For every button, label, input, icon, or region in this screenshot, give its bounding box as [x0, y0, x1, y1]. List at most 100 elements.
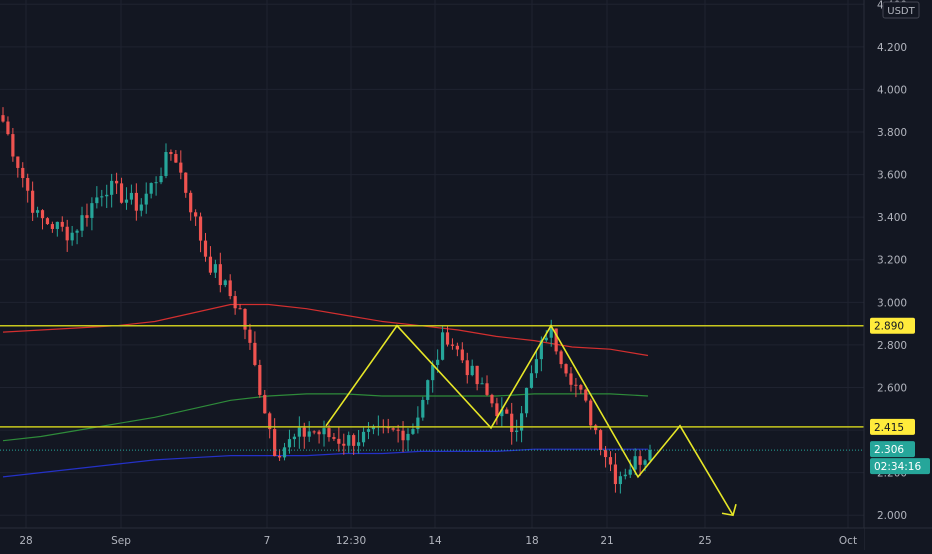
- candle-body: [391, 428, 395, 430]
- candle-body: [26, 178, 30, 191]
- candle-body: [584, 389, 588, 401]
- candle-body: [426, 380, 430, 400]
- candle-body: [194, 212, 198, 217]
- price-tick-label: 3.400: [877, 212, 907, 224]
- price-tick-label: 2.000: [877, 510, 907, 522]
- price-badges: 2.890 2.415 2.306 02:34:16: [870, 317, 930, 475]
- candle-body: [411, 429, 415, 434]
- candle-body: [268, 413, 272, 430]
- candle-body: [198, 216, 203, 241]
- candle-body: [45, 218, 50, 225]
- candle-body: [149, 183, 153, 194]
- moving-average-line: [2, 393, 649, 442]
- time-tick-label: 21: [600, 535, 613, 547]
- candle-body: [599, 430, 603, 451]
- candle-body: [287, 439, 292, 448]
- candle-body: [35, 210, 40, 213]
- candle-body: [396, 429, 400, 431]
- candle-body: [119, 183, 124, 203]
- candle-body: [505, 409, 509, 414]
- candle-body: [524, 387, 529, 414]
- candle-body: [129, 192, 134, 200]
- candle-body: [90, 203, 94, 218]
- time-axis-ticks: 28 Sep 7 12:30 14 18 21 25 Oct: [19, 535, 857, 547]
- candle-body: [485, 383, 489, 395]
- candle-body: [436, 359, 440, 365]
- candle-body: [238, 308, 242, 310]
- candle-body: [277, 456, 282, 458]
- candle-body: [440, 332, 445, 360]
- candle-body: [253, 342, 257, 365]
- candle-body: [228, 280, 232, 297]
- candle-body: [233, 296, 237, 309]
- time-tick-label: 7: [264, 535, 271, 547]
- candle-body: [564, 364, 568, 374]
- candle-body: [544, 337, 548, 341]
- candle-body: [317, 431, 321, 435]
- candle-body: [470, 365, 474, 376]
- candle-body: [455, 345, 459, 350]
- candle-body: [282, 447, 287, 458]
- price-tick-label: 3.600: [877, 170, 907, 182]
- candle-body: [75, 230, 79, 233]
- level-badge-bg: [870, 418, 915, 435]
- time-tick-label: 25: [698, 535, 711, 547]
- candle-body: [554, 328, 558, 352]
- time-tick-label: 12:30: [336, 535, 366, 547]
- candle-body: [208, 256, 213, 273]
- candle-body: [475, 365, 479, 385]
- level-badge: 2.890: [874, 321, 904, 333]
- candle-body: [421, 399, 425, 418]
- candle-body: [184, 172, 188, 193]
- candle-body: [203, 240, 208, 257]
- candle-body: [594, 425, 598, 431]
- candle-body: [342, 443, 346, 446]
- candle-body: [628, 469, 632, 475]
- candle-body: [139, 204, 143, 211]
- candle-body: [574, 384, 578, 386]
- candle-body: [50, 224, 54, 229]
- currency-label: USDT: [887, 6, 915, 17]
- currency-badge[interactable]: [882, 1, 920, 19]
- candle-body: [500, 409, 504, 417]
- time-axis-background[interactable]: [0, 528, 864, 550]
- price-levels[interactable]: [0, 325, 864, 451]
- candle-body: [169, 152, 173, 155]
- candle-body: [623, 474, 627, 477]
- price-tick-label: 3.200: [877, 255, 907, 267]
- candle-body: [445, 332, 450, 345]
- time-tick-label: Sep: [111, 535, 131, 547]
- candle-body: [159, 175, 163, 183]
- pattern-drawing[interactable]: [325, 324, 737, 517]
- candle-body: [124, 199, 129, 203]
- candle-body: [633, 456, 637, 470]
- candle-body: [80, 215, 84, 231]
- moving-average-line: [2, 448, 648, 478]
- candle-body: [515, 430, 519, 432]
- candle-body: [297, 427, 301, 437]
- candle-body: [11, 134, 15, 157]
- price-tick-label: 4.200: [877, 42, 907, 54]
- candle-body: [495, 403, 499, 417]
- candle-body: [179, 162, 183, 173]
- candle-body: [40, 210, 45, 219]
- candle-body: [618, 476, 622, 485]
- candle-body: [110, 180, 114, 195]
- level-badge-bg: [870, 317, 915, 334]
- candle-body: [371, 426, 376, 430]
- candle-body: [337, 438, 341, 444]
- price-tick-label: 3.000: [877, 297, 907, 309]
- candle-body: [490, 394, 494, 404]
- candle-body: [539, 340, 543, 360]
- candle-body: [243, 308, 247, 330]
- candle-body: [312, 431, 316, 433]
- candle-body: [327, 428, 331, 438]
- price-tick-label: 2.600: [877, 382, 907, 394]
- candle-body: [213, 264, 217, 273]
- candle-body: [519, 413, 524, 431]
- candle-body: [450, 344, 455, 346]
- candle-body: [366, 429, 371, 432]
- candle-body: [534, 359, 539, 374]
